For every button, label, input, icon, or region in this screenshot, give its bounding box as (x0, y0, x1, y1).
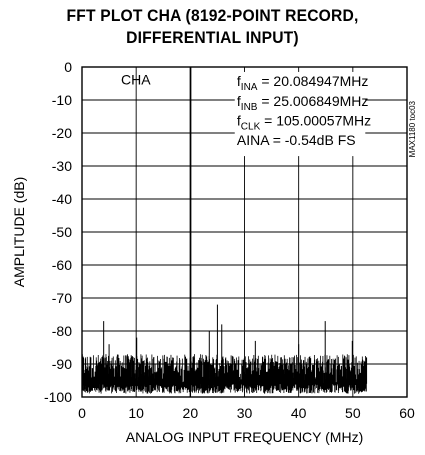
y-tick-label: -80 (52, 323, 72, 339)
y-tick-label: -50 (52, 224, 72, 240)
annotation-line: AINA = -0.54dB FS (237, 132, 356, 148)
annotation-box (234, 71, 366, 157)
x-tick-label: 60 (399, 405, 415, 421)
y-tick-label: -70 (52, 290, 72, 306)
y-tick-label: -10 (52, 92, 72, 108)
y-tick-label: -40 (52, 191, 72, 207)
annotation-line: fCLK = 105.00057MHz (237, 113, 371, 133)
watermark: MAX1180 toc03 (408, 100, 417, 157)
y-axis-label: AMPLITUDE (dB) (11, 177, 27, 287)
x-tick-label: 20 (183, 405, 199, 421)
chart-title-line1: FFT PLOT CHA (8192-POINT RECORD, (66, 6, 359, 25)
y-tick-label: -60 (52, 257, 72, 273)
y-tick-label: -20 (52, 125, 72, 141)
x-axis-label: ANALOG INPUT FREQUENCY (MHz) (126, 429, 364, 445)
plot-frame (81, 66, 408, 398)
tick-labels: 0 -10 -20 -30 -40 -50 -60 -70 -80 -90 -100 0 10 20 30 4… (44, 59, 415, 421)
x-tick-label: 50 (345, 405, 361, 421)
annotation-line: fINB = 25.006849MHz (237, 93, 368, 113)
y-tick-label: -100 (44, 389, 72, 405)
y-tick-label: 0 (64, 59, 72, 75)
channel-label: CHA (121, 72, 151, 88)
y-tick-label: -30 (52, 158, 72, 174)
x-tick-label: 10 (128, 405, 144, 421)
y-tick-label: -90 (52, 356, 72, 372)
noise-floor (81, 354, 367, 394)
x-tick-label: 30 (237, 405, 253, 421)
x-tick-label: 0 (78, 405, 86, 421)
annotation-line: fINA = 20.084947MHz (237, 73, 368, 93)
chart-title-line2: DIFFERENTIAL INPUT) (126, 28, 299, 47)
x-tick-label: 40 (291, 405, 307, 421)
